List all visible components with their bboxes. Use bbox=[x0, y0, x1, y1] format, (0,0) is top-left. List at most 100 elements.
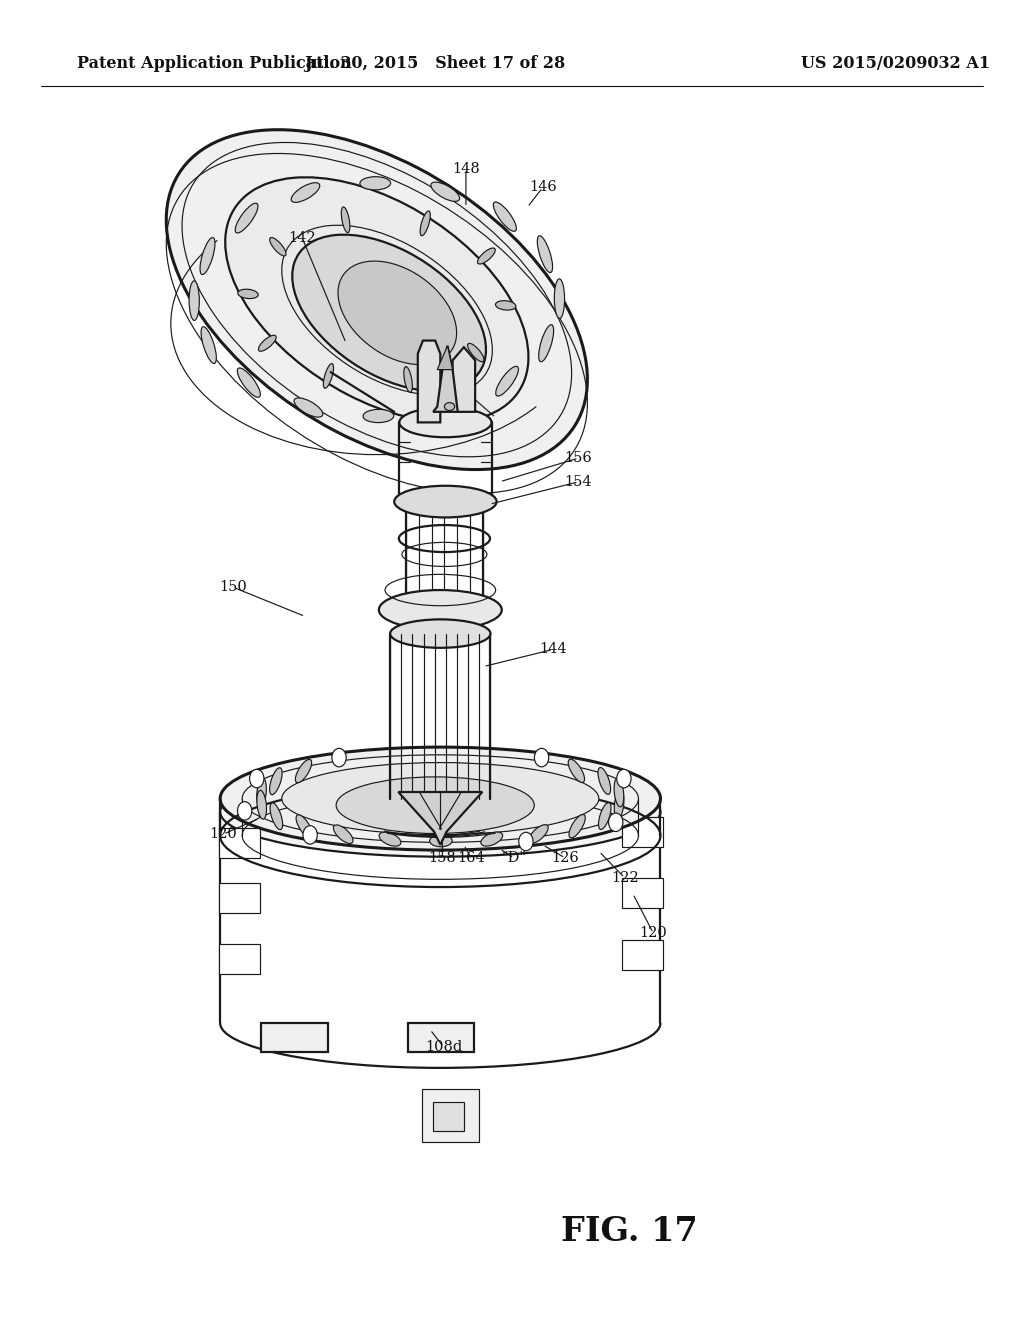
Ellipse shape bbox=[282, 763, 599, 834]
Bar bbox=[219, 883, 260, 913]
Polygon shape bbox=[398, 792, 482, 845]
Ellipse shape bbox=[399, 408, 492, 437]
Ellipse shape bbox=[430, 834, 453, 846]
Ellipse shape bbox=[238, 289, 258, 298]
Ellipse shape bbox=[341, 207, 350, 232]
Ellipse shape bbox=[403, 367, 413, 392]
Polygon shape bbox=[453, 347, 475, 412]
Ellipse shape bbox=[539, 325, 554, 362]
Circle shape bbox=[332, 748, 346, 767]
Text: "D": "D" bbox=[502, 851, 526, 865]
Ellipse shape bbox=[431, 182, 460, 202]
Ellipse shape bbox=[225, 177, 528, 422]
Circle shape bbox=[303, 825, 317, 843]
Text: 120: 120 bbox=[639, 927, 668, 940]
Text: 154: 154 bbox=[565, 475, 592, 488]
Bar bbox=[622, 878, 663, 908]
Polygon shape bbox=[437, 346, 453, 370]
Ellipse shape bbox=[291, 182, 319, 202]
Ellipse shape bbox=[496, 367, 518, 396]
Circle shape bbox=[616, 770, 631, 788]
Ellipse shape bbox=[296, 814, 312, 838]
Text: Patent Application Publication: Patent Application Publication bbox=[77, 55, 351, 71]
Ellipse shape bbox=[200, 238, 215, 275]
Ellipse shape bbox=[220, 767, 660, 857]
Ellipse shape bbox=[238, 368, 260, 397]
Circle shape bbox=[238, 801, 252, 820]
Circle shape bbox=[519, 833, 534, 851]
Text: 144: 144 bbox=[540, 643, 566, 656]
Text: 150: 150 bbox=[219, 581, 248, 594]
Ellipse shape bbox=[236, 203, 258, 232]
Text: 142: 142 bbox=[289, 231, 315, 244]
Ellipse shape bbox=[406, 491, 483, 512]
Circle shape bbox=[250, 770, 264, 788]
Text: Jul. 30, 2015   Sheet 17 of 28: Jul. 30, 2015 Sheet 17 of 28 bbox=[304, 55, 566, 71]
Text: 126: 126 bbox=[551, 851, 580, 865]
Bar bbox=[622, 940, 663, 970]
Text: 156: 156 bbox=[564, 451, 593, 465]
Ellipse shape bbox=[528, 825, 548, 843]
Ellipse shape bbox=[166, 129, 588, 470]
Ellipse shape bbox=[614, 791, 624, 818]
Ellipse shape bbox=[538, 236, 553, 273]
Ellipse shape bbox=[379, 590, 502, 630]
Ellipse shape bbox=[189, 281, 200, 321]
Text: 108d: 108d bbox=[425, 1040, 462, 1053]
Ellipse shape bbox=[258, 335, 276, 351]
Ellipse shape bbox=[554, 279, 564, 318]
Bar bbox=[408, 1023, 474, 1052]
Text: FIG. 17: FIG. 17 bbox=[561, 1214, 698, 1249]
Ellipse shape bbox=[270, 803, 283, 830]
Ellipse shape bbox=[201, 326, 216, 363]
Text: US 2015/0209032 A1: US 2015/0209032 A1 bbox=[802, 55, 990, 71]
Ellipse shape bbox=[397, 593, 492, 622]
Circle shape bbox=[608, 813, 623, 832]
Ellipse shape bbox=[420, 211, 430, 236]
Text: 148: 148 bbox=[452, 162, 480, 176]
Ellipse shape bbox=[390, 619, 490, 648]
Ellipse shape bbox=[598, 767, 610, 795]
Ellipse shape bbox=[477, 248, 496, 264]
Polygon shape bbox=[433, 346, 458, 412]
Bar bbox=[261, 1023, 328, 1052]
Ellipse shape bbox=[444, 403, 455, 411]
Ellipse shape bbox=[394, 486, 497, 517]
Ellipse shape bbox=[359, 177, 390, 190]
Ellipse shape bbox=[364, 409, 394, 422]
Ellipse shape bbox=[269, 238, 286, 256]
Polygon shape bbox=[418, 341, 440, 422]
Text: 164: 164 bbox=[457, 851, 485, 865]
Text: 146: 146 bbox=[528, 181, 557, 194]
Ellipse shape bbox=[614, 777, 624, 807]
Ellipse shape bbox=[434, 397, 463, 417]
Bar bbox=[432, 1102, 464, 1131]
Bar bbox=[219, 828, 260, 858]
Ellipse shape bbox=[494, 202, 516, 231]
Ellipse shape bbox=[295, 759, 311, 783]
Ellipse shape bbox=[220, 747, 660, 850]
Circle shape bbox=[535, 748, 549, 767]
Bar bbox=[622, 817, 663, 847]
Ellipse shape bbox=[269, 768, 283, 795]
Ellipse shape bbox=[324, 363, 334, 388]
Ellipse shape bbox=[336, 777, 535, 833]
Ellipse shape bbox=[598, 803, 611, 829]
Ellipse shape bbox=[294, 397, 323, 417]
Text: 158: 158 bbox=[428, 851, 457, 865]
Ellipse shape bbox=[496, 301, 516, 310]
Bar bbox=[422, 1089, 478, 1142]
Ellipse shape bbox=[481, 832, 503, 846]
Ellipse shape bbox=[379, 832, 401, 846]
Text: 122: 122 bbox=[611, 871, 638, 884]
Ellipse shape bbox=[569, 814, 586, 838]
Ellipse shape bbox=[257, 791, 266, 820]
Bar bbox=[219, 944, 260, 974]
Text: 120: 120 bbox=[209, 828, 238, 841]
Ellipse shape bbox=[257, 779, 266, 807]
Ellipse shape bbox=[292, 235, 486, 391]
Ellipse shape bbox=[334, 825, 353, 843]
Ellipse shape bbox=[338, 261, 457, 364]
Ellipse shape bbox=[468, 343, 484, 362]
Ellipse shape bbox=[568, 759, 585, 783]
